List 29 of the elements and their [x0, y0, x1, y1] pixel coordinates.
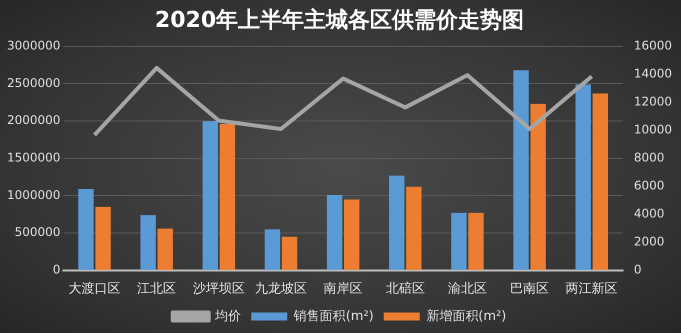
x-tick-label: 巴南区: [510, 282, 550, 297]
legend-label: 销售面积(m²): [292, 308, 374, 324]
y2-tick-label: 2000: [634, 234, 664, 249]
legend-label: 新增面积(m²): [426, 308, 506, 324]
y2-tick-label: 12000: [634, 94, 672, 109]
y-tick-label: 2500000: [6, 76, 60, 90]
y2-tick-label: 4000: [634, 206, 664, 221]
y2-tick-label: 10000: [634, 122, 672, 137]
chart-title: 2020年上半年主城各区供需价走势图: [154, 6, 524, 33]
x-tick-label: 两江新区: [566, 282, 618, 297]
y-tick-label: 1000000: [6, 188, 60, 202]
x-tick-label: 沙坪坝区: [192, 282, 245, 297]
x-tick-label: 北碚区: [386, 282, 425, 297]
x-tick-label: 九龙坡区: [254, 282, 307, 297]
x-tick-label: 南岸区: [324, 282, 363, 297]
y-tick-label: 2000000: [6, 113, 60, 128]
y2-tick-label: 14000: [634, 66, 672, 81]
x-tick-label: 大渡口区: [68, 282, 121, 297]
y2-tick-label: 6000: [634, 178, 664, 193]
y-tick-label: 0: [52, 262, 60, 277]
y2-tick-label: 0: [634, 262, 642, 277]
y-tick-label: 500000: [14, 225, 60, 240]
x-tick-label: 江北区: [137, 282, 176, 297]
y2-tick-label: 8000: [634, 150, 664, 165]
legend-label: 均价: [214, 308, 242, 324]
y-tick-label: 1500000: [6, 150, 60, 165]
y2-tick-label: 16000: [634, 38, 672, 53]
y-tick-label: 3000000: [6, 38, 60, 53]
x-tick-label: 渝北区: [448, 282, 487, 297]
